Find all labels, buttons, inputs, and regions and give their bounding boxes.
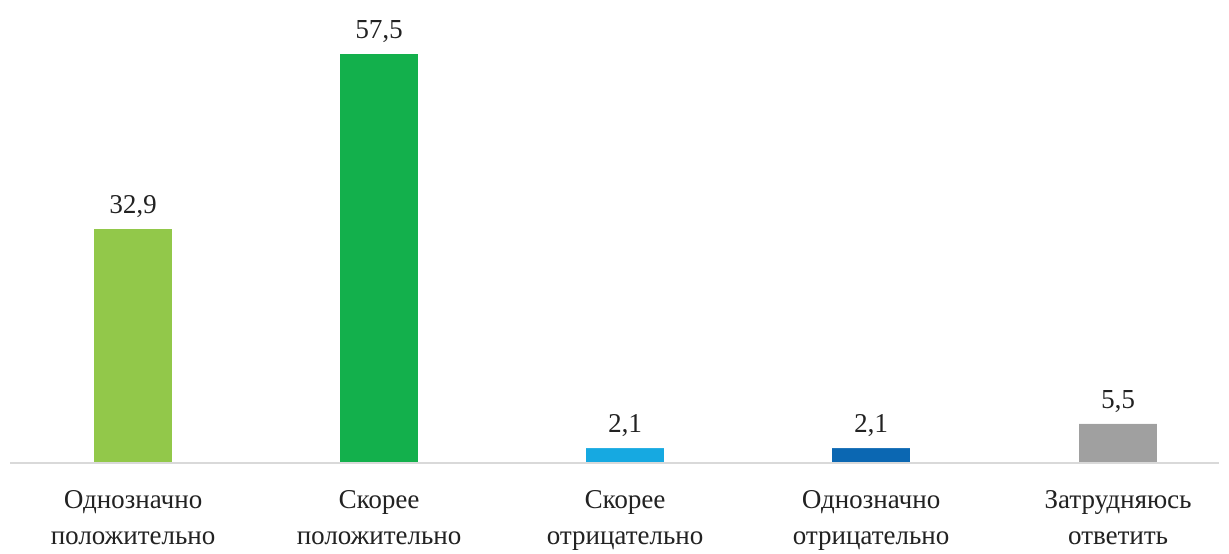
category-label-3-line-1: Скорее [585, 484, 666, 514]
bar-3 [586, 448, 664, 463]
value-label-4: 2,1 [854, 408, 888, 438]
category-label-1-line-1: Однозначно [64, 484, 202, 514]
value-label-5: 5,5 [1101, 384, 1135, 414]
value-label-2: 57,5 [355, 14, 402, 44]
category-label-5-line-2: ответить [1068, 520, 1168, 550]
category-labels-group: Однозначно положительно Скорее положительно… [51, 484, 1192, 550]
bar-5 [1079, 423, 1157, 463]
value-label-3: 2,1 [608, 408, 642, 438]
category-label-5-line-1: Затрудняюсь [1045, 484, 1192, 514]
bar-4 [832, 448, 910, 463]
category-label-2-line-2: положительно [297, 520, 462, 550]
category-label-3-line-2: отрицательно [547, 520, 703, 550]
category-label-1-line-2: положительно [51, 520, 216, 550]
category-label-2-line-1: Скорее [339, 484, 420, 514]
category-label-4-line-1: Однозначно [802, 484, 940, 514]
category-label-4-line-2: отрицательно [793, 520, 949, 550]
bars-group [94, 54, 1157, 463]
bar-1 [94, 229, 172, 463]
value-label-1: 32,9 [109, 189, 156, 219]
bar-2 [340, 54, 418, 463]
value-labels-group: 32,9 57,5 2,1 2,1 5,5 [109, 14, 1135, 438]
